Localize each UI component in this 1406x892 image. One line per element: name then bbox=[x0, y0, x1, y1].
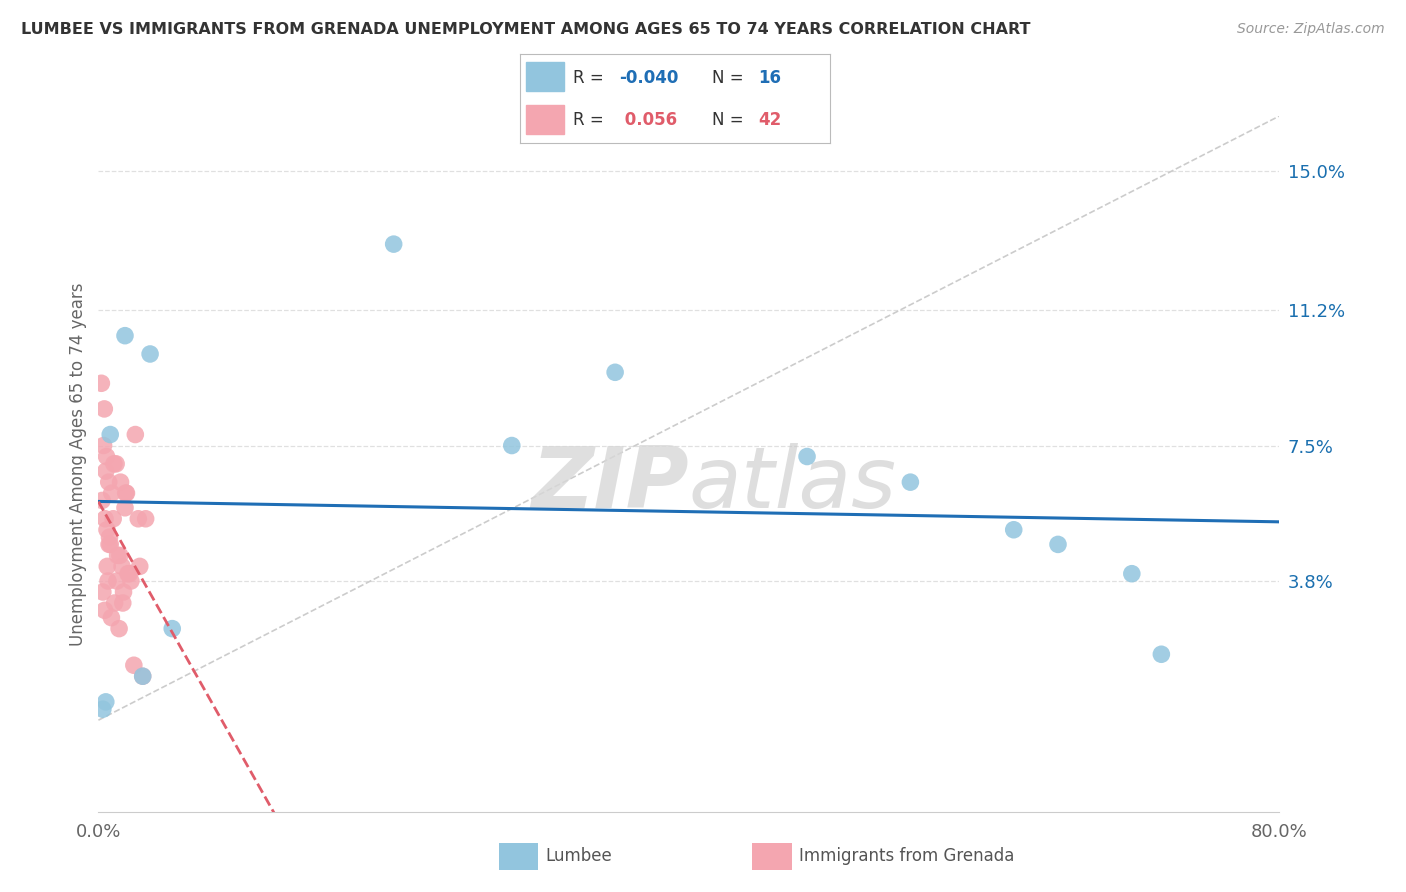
Point bbox=[98, 530, 121, 544]
Point bbox=[1150, 647, 1173, 661]
Point bbox=[900, 475, 922, 490]
Point bbox=[93, 401, 115, 416]
Point bbox=[103, 512, 125, 526]
Point bbox=[94, 512, 117, 526]
Point bbox=[1046, 537, 1069, 551]
Point bbox=[122, 658, 145, 673]
Text: R =: R = bbox=[572, 112, 609, 129]
Point bbox=[124, 427, 146, 442]
Point bbox=[94, 464, 117, 478]
Point bbox=[100, 610, 122, 624]
Point bbox=[105, 574, 128, 588]
Point bbox=[96, 450, 118, 464]
Point bbox=[91, 702, 114, 716]
Point bbox=[104, 596, 127, 610]
Point bbox=[114, 486, 136, 500]
Point bbox=[98, 427, 121, 442]
Text: N =: N = bbox=[711, 112, 749, 129]
Text: Immigrants from Grenada: Immigrants from Grenada bbox=[799, 847, 1014, 865]
Point bbox=[93, 438, 115, 452]
Text: 16: 16 bbox=[758, 70, 782, 87]
Point bbox=[93, 603, 115, 617]
Point bbox=[105, 457, 128, 471]
Text: atlas: atlas bbox=[689, 443, 897, 526]
Point bbox=[382, 237, 405, 252]
Point bbox=[94, 695, 117, 709]
Point bbox=[127, 512, 149, 526]
Point bbox=[112, 585, 135, 599]
Point bbox=[107, 549, 129, 563]
Point bbox=[98, 537, 121, 551]
Point bbox=[96, 523, 118, 537]
Point bbox=[114, 500, 136, 515]
Point bbox=[120, 574, 142, 588]
Point bbox=[605, 365, 627, 379]
Point bbox=[128, 559, 150, 574]
Point bbox=[132, 669, 155, 683]
Bar bbox=[526, 62, 564, 91]
Point bbox=[1002, 523, 1025, 537]
Text: 42: 42 bbox=[758, 112, 782, 129]
Point bbox=[91, 585, 114, 599]
Point bbox=[97, 475, 120, 490]
Point bbox=[132, 669, 155, 683]
Point bbox=[114, 328, 136, 343]
Point bbox=[96, 559, 118, 574]
Text: Source: ZipAtlas.com: Source: ZipAtlas.com bbox=[1237, 22, 1385, 37]
Point bbox=[98, 537, 121, 551]
Text: LUMBEE VS IMMIGRANTS FROM GRENADA UNEMPLOYMENT AMONG AGES 65 TO 74 YEARS CORRELA: LUMBEE VS IMMIGRANTS FROM GRENADA UNEMPL… bbox=[21, 22, 1031, 37]
Point bbox=[135, 512, 157, 526]
Point bbox=[501, 438, 523, 452]
Point bbox=[118, 566, 141, 581]
Point bbox=[97, 574, 120, 588]
Point bbox=[108, 549, 131, 563]
Point bbox=[139, 347, 162, 361]
Y-axis label: Unemployment Among Ages 65 to 74 years: Unemployment Among Ages 65 to 74 years bbox=[69, 282, 87, 646]
Point bbox=[117, 566, 139, 581]
Text: R =: R = bbox=[572, 70, 609, 87]
Text: -0.040: -0.040 bbox=[619, 70, 679, 87]
Point bbox=[111, 559, 134, 574]
Point bbox=[115, 486, 138, 500]
Point bbox=[91, 493, 114, 508]
Text: Lumbee: Lumbee bbox=[546, 847, 612, 865]
Point bbox=[111, 596, 134, 610]
Point bbox=[162, 622, 183, 636]
Point bbox=[108, 622, 131, 636]
Text: N =: N = bbox=[711, 70, 749, 87]
Point bbox=[796, 450, 818, 464]
Point bbox=[90, 376, 112, 391]
Text: 0.056: 0.056 bbox=[619, 112, 678, 129]
Point bbox=[100, 486, 122, 500]
Bar bbox=[526, 105, 564, 134]
Text: ZIP: ZIP bbox=[531, 443, 689, 526]
Point bbox=[103, 457, 125, 471]
Point bbox=[110, 475, 132, 490]
Point bbox=[1121, 566, 1143, 581]
